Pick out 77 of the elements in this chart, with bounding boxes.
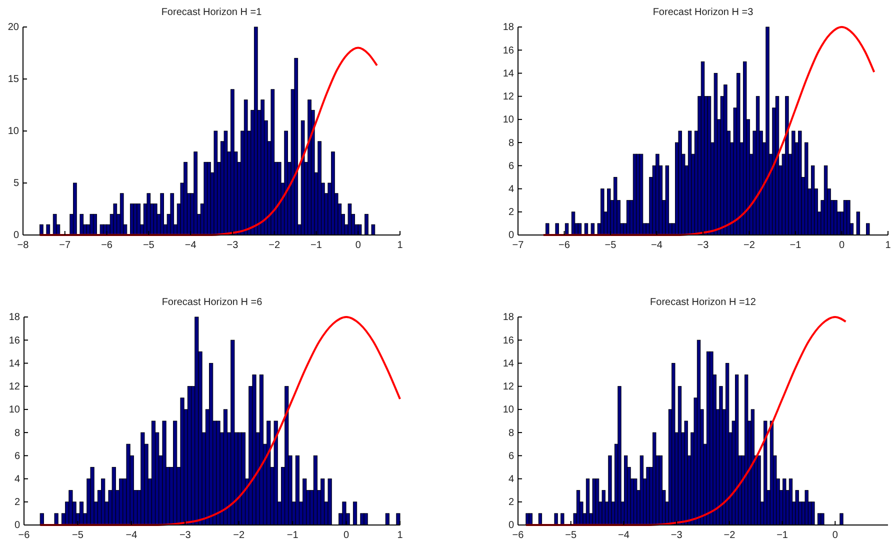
x-tick-label: −5 (604, 240, 617, 252)
chart-title: Forecast Horizon H =12 (650, 297, 756, 308)
y-tick-label: 2 (14, 497, 20, 508)
y-tick-label: 10 (502, 114, 514, 126)
x-tick-label: −1 (790, 240, 802, 252)
y-tick-label: 6 (508, 160, 514, 172)
y-tick-label: 14 (502, 358, 514, 370)
x-tick-label: −7 (512, 240, 524, 252)
x-tick-label: −2 (744, 240, 756, 252)
x-tick-label: 1 (397, 530, 404, 542)
y-tick-label: 16 (502, 335, 514, 346)
y-tick-label: 16 (502, 45, 514, 56)
x-tick-label: −3 (226, 240, 239, 252)
x-tick-label: −2 (233, 530, 245, 542)
x-tick-label: −5 (565, 530, 577, 542)
y-tick-label: 4 (14, 474, 20, 485)
x-tick-label: −2 (724, 530, 736, 542)
y-tick-label: 6 (14, 450, 20, 462)
x-tick-label: −1 (286, 530, 299, 542)
x-tick-label: −6 (18, 530, 30, 542)
line-series (38, 46, 378, 236)
y-tick-label: 8 (14, 428, 20, 439)
y-tick-label: 15 (8, 74, 20, 86)
y-tick-label: 2 (508, 207, 514, 218)
x-tick-label: 1 (885, 240, 892, 252)
y-tick-label: 18 (502, 22, 514, 34)
x-tick-label: −3 (697, 240, 710, 252)
line-series (524, 316, 847, 526)
x-tick-label: −1 (310, 240, 322, 252)
x-tick-label: −4 (126, 530, 138, 542)
y-tick-label: 4 (508, 184, 514, 195)
x-tick-label: −3 (670, 530, 683, 542)
x-tick-label: 0 (838, 240, 845, 252)
x-tick-label: −4 (184, 240, 197, 252)
y-tick-label: 8 (508, 138, 514, 149)
chart-title: Forecast Horizon H =3 (652, 7, 754, 18)
x-tick-label: −1 (776, 530, 788, 542)
x-tick-label: −4 (651, 240, 663, 252)
y-tick-label: 10 (8, 126, 20, 138)
y-tick-label: 6 (508, 450, 514, 462)
line-series (39, 316, 401, 526)
chart-title: Forecast Horizon H =1 (161, 7, 262, 18)
y-tick-label: 20 (8, 22, 20, 34)
x-tick-label: −5 (142, 240, 155, 252)
x-tick-label: 1 (397, 240, 404, 252)
x-tick-label: −8 (17, 240, 30, 252)
chart-title: Forecast Horizon H =6 (162, 297, 263, 308)
y-tick-label: 10 (8, 404, 20, 416)
x-tick-label: −2 (268, 240, 280, 252)
y-tick-label: 4 (508, 474, 514, 485)
x-tick-label: 0 (344, 530, 350, 542)
y-tick-label: 0 (508, 230, 514, 242)
y-tick-label: 16 (8, 335, 20, 346)
y-tick-label: 0 (13, 230, 20, 242)
x-tick-label: −7 (59, 240, 72, 252)
x-tick-label: −6 (512, 530, 524, 542)
x-tick-label: −4 (618, 530, 630, 542)
y-tick-label: 18 (502, 312, 514, 324)
y-tick-label: 12 (502, 382, 514, 393)
y-tick-label: 14 (502, 68, 514, 80)
y-tick-label: 5 (13, 178, 20, 190)
x-tick-label: −6 (558, 240, 570, 252)
y-tick-label: 0 (14, 520, 20, 532)
x-tick-label: 0 (832, 530, 838, 542)
y-tick-label: 14 (8, 358, 20, 370)
y-tick-label: 12 (8, 382, 20, 393)
y-tick-label: 12 (502, 92, 514, 103)
x-tick-label: 0 (355, 240, 362, 252)
x-tick-label: −5 (72, 530, 84, 542)
y-tick-label: 8 (508, 428, 514, 439)
x-tick-label: −3 (179, 530, 192, 542)
line-series (542, 26, 876, 236)
y-tick-label: 0 (508, 520, 514, 532)
y-tick-label: 10 (502, 404, 514, 416)
y-tick-label: 2 (508, 497, 514, 508)
y-tick-label: 18 (8, 312, 20, 324)
x-tick-label: −6 (101, 240, 113, 252)
